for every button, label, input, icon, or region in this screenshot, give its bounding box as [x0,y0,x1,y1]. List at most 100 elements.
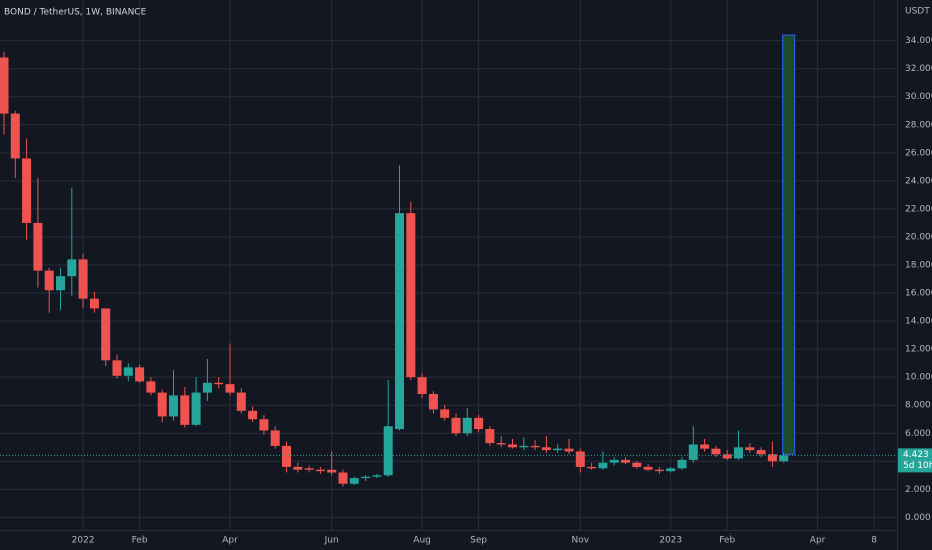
candle-body [236,392,246,411]
x-tick-label: 2023 [659,536,682,546]
candle-body [530,445,540,448]
candle-body [270,430,280,446]
x-tick-label: Aug [413,536,431,546]
candle-body [327,469,337,473]
candle-body [564,448,574,452]
candle-body [406,213,416,378]
candle-body [22,158,32,223]
candle-body [169,395,178,417]
chart-title: BOND / TetherUS, 1W, BINANCE [4,8,147,18]
y-tick-label: 16.000 [905,289,932,299]
candle-body [202,382,212,393]
y-tick-label: 8.000 [905,401,931,411]
candle-body [89,298,99,309]
candle-body [10,113,20,159]
candle-body [779,455,789,462]
candle-body [643,466,653,470]
candle-body [304,468,314,470]
candle-body [541,447,551,451]
candle-body [383,426,393,476]
candle-body [123,367,133,376]
grid [0,0,897,530]
candle-body [451,417,461,434]
price-tag [898,448,932,473]
candle-body [361,476,371,479]
candle-body [575,451,585,467]
candle-body [372,475,382,477]
y-tick-label: 20.000 [905,232,932,242]
axis-unit: USDT [905,7,930,17]
candle-body [598,462,608,469]
y-tick-label: 14.000 [905,317,932,327]
candle-body [225,384,235,393]
y-tick-label: 24.000 [905,176,932,186]
y-tick-label: 2.000 [905,485,931,495]
x-tick-label: 2022 [72,536,95,546]
candle-body [711,448,721,455]
candle-body [767,454,777,462]
candle-body [722,454,732,459]
candle-body [0,57,9,114]
candle-body [677,459,687,469]
labels: 0.0002.0004.0006.0008.00010.00012.00014.… [72,36,932,546]
candle-body [519,445,529,448]
y-tick-label: 34.000 [905,36,932,46]
y-tick-label: 22.000 [905,204,932,214]
candle-body [315,469,325,472]
candle-body [496,443,506,445]
candle-body [338,472,348,484]
candle-body [214,382,224,385]
candle-body [112,360,122,376]
candle-body [745,447,755,451]
y-tick-label: 12.000 [905,345,932,355]
x-tick-label: Apr [810,536,826,546]
y-tick-label: 28.000 [905,120,932,130]
countdown-label: 5d 10h [903,461,932,471]
candle-body [248,410,258,420]
candle-body [395,213,404,430]
candle-body [508,444,517,448]
candle-body [44,270,54,291]
y-tick-label: 18.000 [905,261,932,271]
x-tick-label: Jun [324,536,339,546]
candle-body [654,469,664,472]
candle-body [462,417,472,434]
x-tick-label: Nov [572,536,590,546]
x-tick-label: Sep [470,536,487,546]
candle-body [191,392,201,425]
candle-body [666,468,676,472]
y-tick-label: 0.000 [905,513,931,523]
x-tick-label: Feb [719,536,735,546]
x-tick-label: 8 [871,536,877,546]
candle-body [33,222,43,271]
candle-body [440,409,450,418]
candle-body [587,466,597,469]
candle-body [700,444,710,449]
candle-body [282,445,291,467]
candle-body [56,276,65,291]
candle-body [553,448,563,451]
candle-body [609,459,619,463]
candle-body [293,466,303,470]
candle-body [734,447,743,459]
candle-body [259,419,269,431]
candle-body [417,377,427,394]
candles [0,34,897,487]
x-tick-label: Feb [132,536,148,546]
y-tick-label: 30.000 [905,92,932,102]
candle-body [632,462,642,467]
projection-box [782,34,796,455]
candle-body [67,259,77,277]
candle-body [135,367,145,382]
y-tick-label: 6.000 [905,429,931,439]
candle-body [180,395,190,425]
candle-body [485,429,495,444]
candle-body [101,308,111,361]
candle-body [146,381,156,393]
candle-body [621,459,630,463]
y-tick-label: 10.000 [905,373,932,383]
candle-body [474,417,484,430]
candle-body [349,478,359,484]
candle-body [428,393,438,410]
